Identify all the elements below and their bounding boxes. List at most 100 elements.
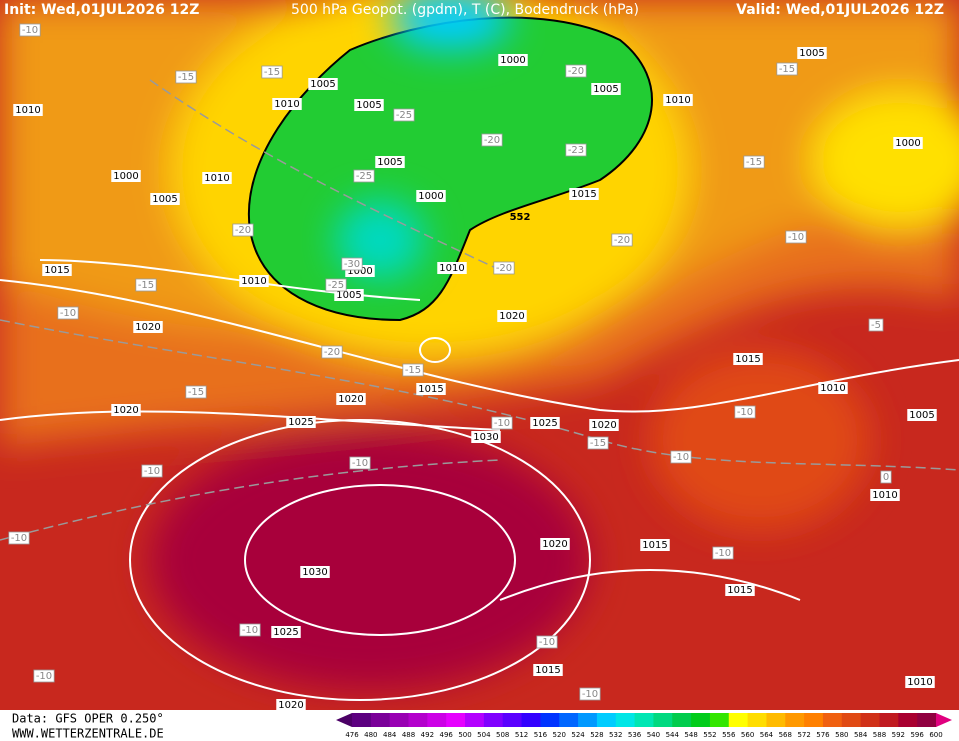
- temperature-label-text: -10: [36, 671, 52, 682]
- isobar-label-box: [893, 137, 923, 149]
- colorbar-arrow: [936, 713, 952, 727]
- colorbar-label: 576: [816, 731, 830, 739]
- colorbar-arrow: [336, 713, 352, 727]
- temperature-label-box: [491, 416, 513, 430]
- colorbar-swatch: [352, 713, 372, 727]
- colorbar-swatch: [653, 713, 673, 727]
- temperature-label-box: [33, 669, 55, 683]
- temperature-label-text: -10: [494, 418, 510, 429]
- temperature-label: -10: [491, 416, 513, 430]
- isobar-label-box: [111, 170, 141, 182]
- isobar-label-text: 1000: [895, 138, 920, 149]
- colorbar-label: 596: [910, 731, 924, 739]
- isobar-label-box: [272, 98, 302, 110]
- temperature-label-text: -15: [590, 438, 606, 449]
- temperature-label-text: -15: [178, 72, 194, 83]
- temperature-label: -15: [587, 436, 609, 450]
- temperature-label-box: [565, 64, 587, 78]
- isobar-label: 1005: [375, 156, 405, 168]
- temperature-label: -10: [239, 623, 261, 637]
- temperature-label: -23: [565, 143, 587, 157]
- colorbar-swatch: [465, 713, 485, 727]
- colorbar-swatch: [559, 713, 579, 727]
- colorbar-label: 588: [873, 731, 886, 739]
- temperature-label: -10: [57, 306, 79, 320]
- temperature-label-box: [481, 133, 503, 147]
- temperature-label-text: -10: [22, 25, 38, 36]
- colorbar-swatch: [408, 713, 428, 727]
- isobar-label-box: [111, 404, 141, 416]
- temperature-label-box: [135, 278, 157, 292]
- isobar-label: 1010: [202, 172, 232, 184]
- colorbar-label: 564: [760, 731, 774, 739]
- colorbar-label: 540: [647, 731, 660, 739]
- isobar-label: 1005: [354, 99, 384, 111]
- isobar-label-box: [42, 264, 72, 276]
- temperature-label: -20: [493, 261, 515, 275]
- isobar-label-box: [530, 417, 560, 429]
- isobar-label-text: 1025: [532, 418, 557, 429]
- temperature-label-text: -10: [242, 625, 258, 636]
- isobar-label-box: [202, 172, 232, 184]
- isobar-label: 1010: [663, 94, 693, 106]
- colorbar-swatch: [596, 713, 617, 727]
- temperature-label-text: -10: [539, 637, 555, 648]
- temperature-label-box: [325, 278, 347, 292]
- temperature-label-box: [8, 531, 30, 545]
- isobar-label-text: 1010: [820, 383, 845, 394]
- temperature-label: -20: [321, 345, 343, 359]
- isobar-label: 1020: [133, 321, 163, 333]
- temperature-label-box: [880, 470, 892, 484]
- temperature-label: -10: [579, 687, 601, 701]
- temperature-label-text: -20: [496, 263, 512, 274]
- isobar-label-text: 1005: [152, 194, 177, 205]
- colorbar-label: 500: [458, 731, 471, 739]
- isobar-label: 1005: [150, 193, 180, 205]
- isobar-label-box: [725, 584, 755, 596]
- colorbar-label: 492: [421, 731, 434, 739]
- isobar-label-text: 1015: [44, 265, 69, 276]
- isobar-label-text: 1010: [274, 99, 299, 110]
- isobar-label-text: 1010: [872, 490, 897, 501]
- temperature-label-box: [536, 635, 558, 649]
- colorbar-swatch: [502, 713, 523, 727]
- temperature-label: -10: [536, 635, 558, 649]
- isobar-label-text: 1010: [665, 95, 690, 106]
- isobar-label-box: [471, 431, 501, 443]
- isobar-label-text: 1025: [273, 627, 298, 638]
- isobar-label-text: 1010: [15, 105, 40, 116]
- field: [0, 0, 959, 710]
- isobar-label-box: [640, 539, 670, 551]
- temperature-label-text: -30: [344, 259, 360, 270]
- isobar-label: 1025: [271, 626, 301, 638]
- temperature-label-box: [321, 345, 343, 359]
- colorbar-swatch: [898, 713, 918, 727]
- isobar-label: 1020: [589, 419, 619, 431]
- isobar-label: 1010: [239, 275, 269, 287]
- isobar-label: 1000: [498, 54, 528, 66]
- isobar-label: 1005: [591, 83, 621, 95]
- temperature-label-box: [341, 257, 363, 271]
- isobar-label-text: 1005: [799, 48, 824, 59]
- temperature-label: -10: [8, 531, 30, 545]
- isobar-label: 1015: [733, 353, 763, 365]
- temperature-label-box: [743, 155, 765, 169]
- temperature-label-text: -15: [188, 387, 204, 398]
- colorbar-swatch: [860, 713, 880, 727]
- temperature-label-text: -15: [405, 365, 421, 376]
- isobar-label: 1020: [276, 699, 306, 711]
- temperature-label: -15: [743, 155, 765, 169]
- isobar-label-box: [334, 289, 364, 301]
- temperature-label-text: -20: [614, 235, 630, 246]
- isobar-label-text: 1015: [535, 665, 560, 676]
- colorbar-label: 520: [553, 731, 566, 739]
- isobar-label-text: 1015: [642, 540, 667, 551]
- isobar-label-box: [498, 54, 528, 66]
- colorbar-label: 496: [440, 731, 454, 739]
- isobar-label-box: [375, 156, 405, 168]
- isobar-label-text: 1005: [909, 410, 934, 421]
- colorbar-swatch: [917, 713, 937, 727]
- colorbar-label: 476: [345, 731, 359, 739]
- isobar-label-text: 1005: [356, 100, 381, 111]
